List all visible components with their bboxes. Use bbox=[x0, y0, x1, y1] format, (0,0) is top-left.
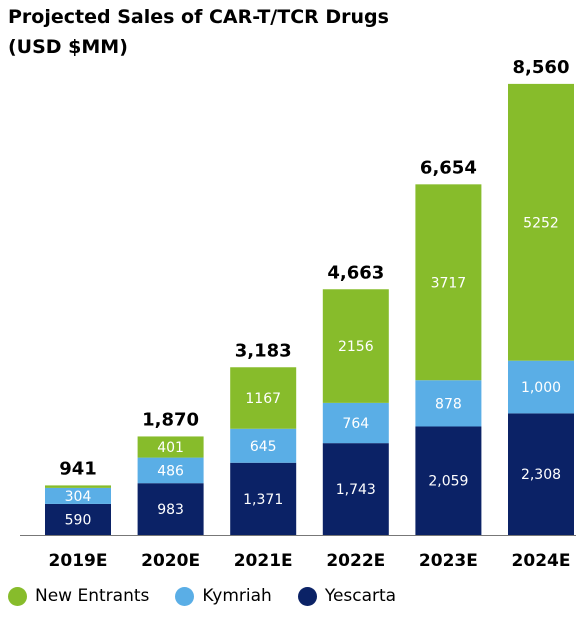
data-label: 304 bbox=[65, 489, 92, 505]
x-tick-label: 2020E bbox=[141, 551, 200, 571]
legend-label: Kymriah bbox=[202, 586, 272, 606]
data-label: 590 bbox=[65, 512, 92, 528]
data-label: 983 bbox=[157, 502, 184, 518]
bar-yescarta-2022e bbox=[322, 443, 389, 535]
bar-yescarta-2019e bbox=[45, 503, 111, 535]
bar-kymriah-2019e bbox=[45, 487, 111, 504]
data-label: 3717 bbox=[431, 275, 467, 291]
data-label: 2,059 bbox=[428, 474, 468, 490]
bar-new-entrants-2019e bbox=[45, 485, 111, 488]
stacked-bar-chart: 590 304 941 2019E 983 486 401 1,870 2020E 1,371 64… bbox=[20, 57, 576, 571]
total-label: 6,654 bbox=[420, 157, 477, 178]
data-label: 1,743 bbox=[336, 482, 376, 498]
legend-item-kymriah: Kymriah bbox=[175, 586, 272, 606]
legend: New Entrants Kymriah Yescarta bbox=[8, 586, 422, 606]
data-label: 1,371 bbox=[243, 492, 283, 508]
total-label: 1,870 bbox=[142, 409, 199, 430]
legend-swatch bbox=[297, 586, 317, 606]
bar-yescarta-2020e bbox=[137, 483, 204, 535]
total-label: 8,560 bbox=[513, 57, 570, 78]
legend-item-new-entrants: New Entrants bbox=[8, 586, 149, 606]
x-tick-label: 2023E bbox=[419, 551, 478, 571]
legend-swatch bbox=[175, 586, 195, 606]
total-label: 3,183 bbox=[235, 340, 292, 361]
x-tick-label: 2021E bbox=[234, 551, 293, 571]
bar-yescarta-2021e bbox=[230, 462, 297, 535]
x-tick-label: 2024E bbox=[512, 551, 571, 571]
bar-kymriah-2024e bbox=[508, 360, 574, 414]
data-label: 1,000 bbox=[521, 380, 561, 396]
bar-kymriah-2021e bbox=[230, 428, 297, 463]
bar-new-entrants-2024e bbox=[508, 83, 574, 361]
legend-swatch bbox=[8, 586, 27, 606]
bar-new-entrants-2023e bbox=[415, 184, 482, 381]
chart-title-line: Projected Sales of CAR-T/TCR Drugs bbox=[8, 6, 389, 28]
total-label: 941 bbox=[59, 458, 97, 479]
legend-label: New Entrants bbox=[35, 586, 150, 606]
bar-kymriah-2023e bbox=[415, 380, 482, 427]
total-label: 4,663 bbox=[327, 262, 384, 283]
data-label: 645 bbox=[250, 439, 277, 455]
bar-new-entrants-2021e bbox=[230, 367, 297, 429]
bar-kymriah-2022e bbox=[322, 402, 389, 444]
chart-subtitle: (USD $MM) bbox=[8, 36, 128, 58]
x-tick-label: 2022E bbox=[326, 551, 385, 571]
data-label: 878 bbox=[435, 396, 462, 412]
bar-yescarta-2024e bbox=[508, 413, 574, 535]
bar-new-entrants-2020e bbox=[137, 436, 204, 458]
data-label: 1167 bbox=[245, 391, 281, 407]
chart-title: Projected Sales of CAR-T/TCR Drugs (USD … bbox=[8, 2, 389, 62]
data-label: 486 bbox=[157, 463, 184, 479]
data-label: 2156 bbox=[338, 339, 374, 355]
data-label: 5252 bbox=[523, 215, 559, 231]
data-label: 2,308 bbox=[521, 467, 561, 483]
bar-new-entrants-2022e bbox=[322, 289, 389, 403]
bar-yescarta-2023e bbox=[415, 426, 482, 535]
data-label: 764 bbox=[342, 416, 369, 432]
bar-kymriah-2020e bbox=[137, 457, 204, 484]
data-label: 401 bbox=[157, 440, 184, 456]
legend-label: Yescarta bbox=[324, 586, 397, 606]
x-tick-label: 2019E bbox=[49, 551, 108, 571]
legend-item-yescarta: Yescarta bbox=[297, 586, 397, 606]
